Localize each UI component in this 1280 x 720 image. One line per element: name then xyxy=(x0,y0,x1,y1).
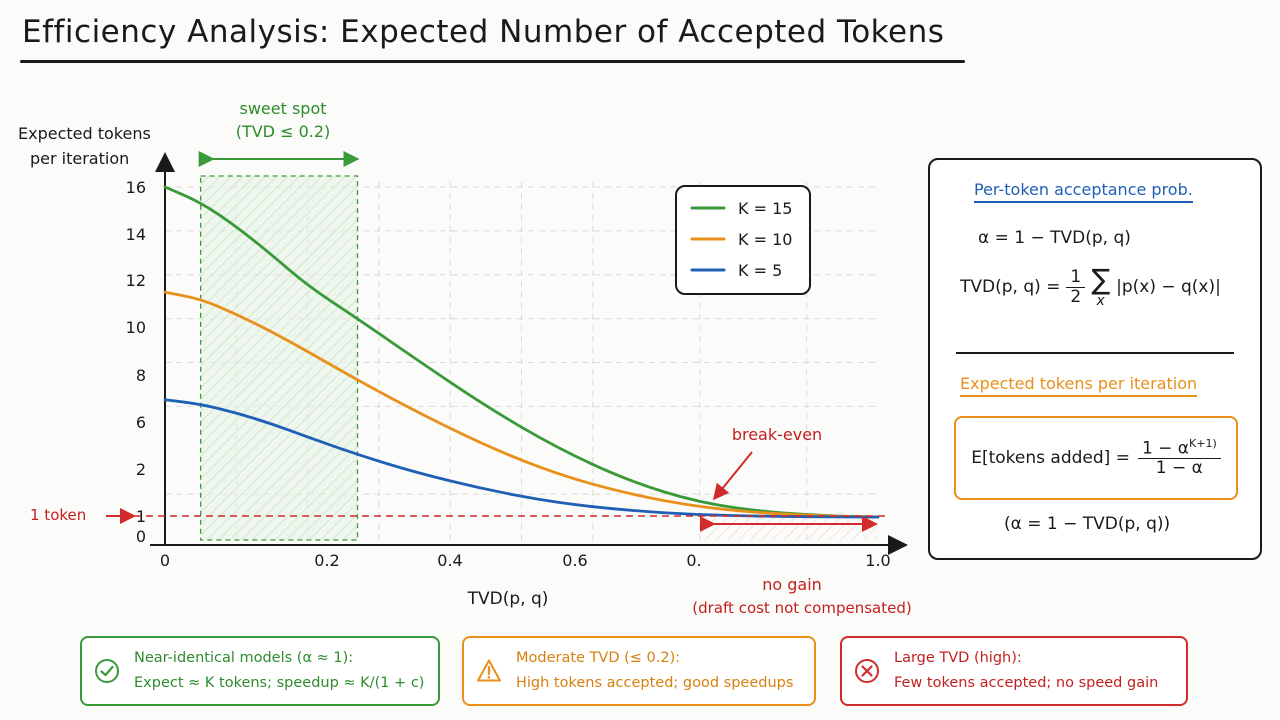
sum-symbol: ∑ x xyxy=(1091,263,1111,309)
moderate-tvd-card: Moderate TVD (≤ 0.2): High tokens accept… xyxy=(462,636,816,706)
sweet-spot-hatch xyxy=(200,176,358,540)
chart-axes xyxy=(150,152,908,555)
near-identical-line1: Near-identical models (α ≈ 1): xyxy=(134,650,354,666)
e-num-text: 1 − α xyxy=(1141,438,1190,459)
half-fraction: 1 2 xyxy=(1066,268,1086,307)
half-numerator: 1 xyxy=(1066,268,1086,288)
y-tick-label: 2 xyxy=(136,460,146,479)
warning-triangle-icon xyxy=(477,659,501,682)
y-tick-label: 12 xyxy=(126,271,146,290)
y-tick-label: 0 xyxy=(136,527,146,546)
large-tvd-line2: Few tokens accepted; no speed gain xyxy=(894,675,1159,691)
no-gain-sublabel: (draft cost not compensated) xyxy=(692,599,911,617)
sum-subscript: x xyxy=(1096,293,1105,309)
tvd-formula: TVD(p, q) = 1 2 ∑ x |p(x) − q(x)| xyxy=(960,263,1221,309)
legend-label: K = 10 xyxy=(738,230,792,249)
moderate-tvd-text: Moderate TVD (≤ 0.2): High tokens accept… xyxy=(516,646,793,696)
annotations: 1 token sweet spot (TVD ≤ 0.2) break-even no… xyxy=(30,99,912,617)
near-identical-text: Near-identical models (α ≈ 1): Expect ≈ … xyxy=(134,646,424,696)
break-even-arrow xyxy=(712,451,753,501)
tvd-rhs: |p(x) − q(x)| xyxy=(1116,277,1221,297)
x-tick-label: 0. xyxy=(686,551,701,570)
y-tick-label: 8 xyxy=(136,366,146,385)
y-tick-label: 6 xyxy=(136,413,146,432)
break-even-label: break-even xyxy=(732,425,822,444)
x-tick-label: 0 xyxy=(160,551,170,570)
large-tvd-text: Large TVD (high): Few tokens accepted; n… xyxy=(894,646,1158,696)
series-line-k15 xyxy=(163,185,880,519)
x-circle-icon xyxy=(855,659,879,683)
no-gain-region xyxy=(699,518,878,540)
no-gain-label: no gain xyxy=(762,575,822,594)
baseline-label: 1 token xyxy=(30,506,86,524)
large-tvd-card: Large TVD (high): Few tokens accepted; n… xyxy=(840,636,1188,706)
alpha-note: (α = 1 − TVD(p, q)) xyxy=(1004,514,1171,534)
y-tick-label: 10 xyxy=(126,318,146,337)
formula-panel: Per-token acceptance prob. α = 1 − TVD(p… xyxy=(928,158,1262,560)
alpha-definition: α = 1 − TVD(p, q) xyxy=(978,228,1131,248)
near-identical-card: Near-identical models (α ≈ 1): Expect ≈ … xyxy=(80,636,440,706)
page-title: Efficiency Analysis: Expected Number of … xyxy=(22,14,945,50)
sigma-icon: ∑ xyxy=(1091,263,1111,296)
panel-divider xyxy=(956,352,1234,354)
large-tvd-line1: Large TVD (high): xyxy=(894,650,1022,666)
expected-tokens-title: Expected tokens per iteration xyxy=(960,374,1198,397)
legend-box xyxy=(675,185,811,295)
acceptance-prob-title: Per-token acceptance prob. xyxy=(974,180,1193,203)
y-tick-label: 14 xyxy=(126,225,146,244)
half-denominator: 2 xyxy=(1070,286,1082,307)
check-circle-icon xyxy=(95,659,119,683)
series-line-k10 xyxy=(163,290,880,519)
e-denominator: 1 − α xyxy=(1155,458,1203,479)
legend: K = 15 K = 10 K = 5 xyxy=(675,185,811,295)
legend-label: K = 5 xyxy=(738,261,782,280)
x-tick-label: 0.2 xyxy=(314,551,339,570)
y-axis-label: Expected tokens xyxy=(18,124,151,143)
x-tick-label: 1.0 xyxy=(865,551,890,570)
near-identical-line2: Expect ≈ K tokens; speedup ≈ K/(1 + c) xyxy=(134,675,425,691)
moderate-tvd-line1: Moderate TVD (≤ 0.2): xyxy=(516,650,681,666)
e-lhs: E[tokens added] = xyxy=(971,448,1130,468)
x-axis-label: TVD(p, q) xyxy=(467,589,549,609)
tvd-lhs: TVD(p, q) = xyxy=(960,277,1061,297)
x-tick-label: 0.6 xyxy=(562,551,587,570)
y-axis-label: per iteration xyxy=(30,149,129,168)
sweet-spot-sublabel: (TVD ≤ 0.2) xyxy=(236,122,331,141)
e-num-superscript: K+1) xyxy=(1189,436,1217,450)
legend-label: K = 15 xyxy=(738,199,792,218)
e-fraction: 1 − αK+1) 1 − α xyxy=(1137,436,1221,479)
sweet-spot-label: sweet spot xyxy=(239,99,326,118)
expected-tokens-formula: E[tokens added] = 1 − αK+1) 1 − α xyxy=(954,416,1238,500)
e-numerator: 1 − αK+1) xyxy=(1137,436,1221,460)
x-tick-label: 0.4 xyxy=(437,551,462,570)
y-tick-label: 16 xyxy=(126,178,146,197)
title-underline xyxy=(20,60,965,63)
moderate-tvd-line2: High tokens accepted; good speedups xyxy=(516,675,794,691)
